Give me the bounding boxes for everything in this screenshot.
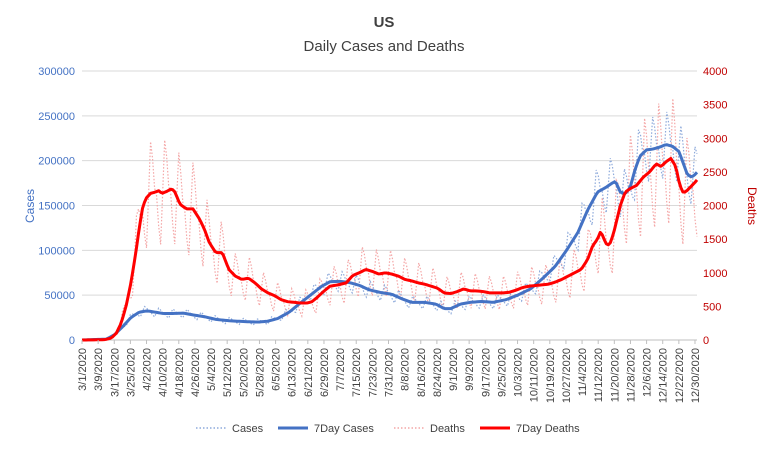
x-tick-label: 8/24/2020 [432,348,444,397]
left-tick-label: 0 [69,335,75,347]
right-axis-title: Deaths [745,187,759,225]
right-tick-label: 3000 [703,133,727,145]
left-tick-label: 250000 [38,111,75,123]
left-tick-label: 150000 [38,201,75,213]
x-tick-label: 11/28/2020 [625,348,637,402]
x-tick-label: 4/26/2020 [190,348,202,397]
chart-subtitle: Daily Cases and Deaths [304,38,465,55]
right-tick-label: 3500 [703,100,727,112]
series-7day-cases [81,143,699,342]
x-tick-label: 8/16/2020 [416,348,428,397]
x-tick-label: 12/6/2020 [642,348,654,397]
x-tick-label: 7/23/2020 [367,348,379,397]
left-tick-label: 100000 [38,245,75,257]
x-tick-label: 6/21/2020 [303,348,315,397]
left-axis-ticks: 0 50000 100000 150000 200000 250000 300000 [38,66,75,347]
right-tick-label: 500 [703,301,721,313]
x-tick-label: 9/25/2020 [496,348,508,397]
right-tick-label: 2000 [703,201,727,213]
x-tick-label: 10/11/2020 [529,348,541,402]
x-tick-label: 9/17/2020 [480,348,492,397]
series-layer [81,98,699,342]
right-tick-label: 4000 [703,66,727,78]
x-tick-label: 7/15/2020 [351,348,363,397]
x-tick-label: 3/25/2020 [125,348,137,397]
x-tick-label: 12/14/2020 [658,348,670,403]
x-tick-label: 11/20/2020 [609,348,621,402]
series-7day-deaths [81,157,699,342]
x-tick-label: 3/17/2020 [109,348,121,397]
legend-label-7day-cases: 7Day Cases [314,423,374,435]
x-tick-label: 10/19/2020 [545,348,557,403]
chart-title: US [374,14,395,31]
left-tick-label: 200000 [38,156,75,168]
x-tick-label: 7/7/2020 [335,348,347,391]
x-tick-label: 5/28/2020 [254,348,266,397]
x-tick-label: 4/10/2020 [158,348,170,397]
x-tick-label: 3/9/2020 [93,348,105,391]
x-tick-label: 9/9/2020 [464,348,476,391]
right-axis-ticks: 0 500 1000 1500 2000 2500 3000 3500 4000 [703,66,727,347]
x-tick-label: 7/31/2020 [383,348,395,397]
x-axis-ticks: 3/1/2020 3/9/2020 3/17/2020 3/25/2020 4/2/20… [77,340,702,403]
x-tick-label: 11/4/2020 [577,348,589,396]
x-tick-label: 8/8/2020 [400,348,412,391]
legend-label-7day-deaths: 7Day Deaths [516,423,580,435]
left-axis-title: Cases [23,189,37,223]
left-tick-label: 50000 [44,290,75,302]
x-tick-label: 5/20/2020 [238,348,250,397]
right-tick-label: 1500 [703,234,727,246]
right-tick-label: 2500 [703,167,727,179]
x-tick-label: 6/13/2020 [287,348,299,397]
right-tick-label: 1000 [703,268,727,280]
x-tick-label: 10/27/2020 [561,348,573,403]
series-deaths-daily [81,98,698,341]
x-tick-label: 6/5/2020 [271,348,283,391]
gridlines [82,70,697,341]
x-tick-label: 4/2/2020 [142,348,154,391]
x-tick-label: 11/12/2020 [593,348,605,402]
x-tick-label: 5/4/2020 [206,348,218,391]
x-tick-label: 5/12/2020 [222,348,234,397]
legend: Cases 7Day Cases Deaths 7Day Deaths [196,423,580,435]
x-tick-label: 10/3/2020 [513,348,525,397]
legend-label-deaths: Deaths [430,423,465,435]
x-tick-label: 4/18/2020 [174,348,186,397]
left-tick-label: 300000 [38,66,75,78]
x-tick-label: 9/1/2020 [448,348,460,391]
right-tick-label: 0 [703,335,709,347]
x-tick-label: 6/29/2020 [319,348,331,397]
x-tick-label: 12/30/2020 [690,348,702,403]
legend-label-cases: Cases [232,423,264,435]
x-tick-label: 3/1/2020 [77,348,89,391]
x-tick-label: 12/22/2020 [674,348,686,403]
